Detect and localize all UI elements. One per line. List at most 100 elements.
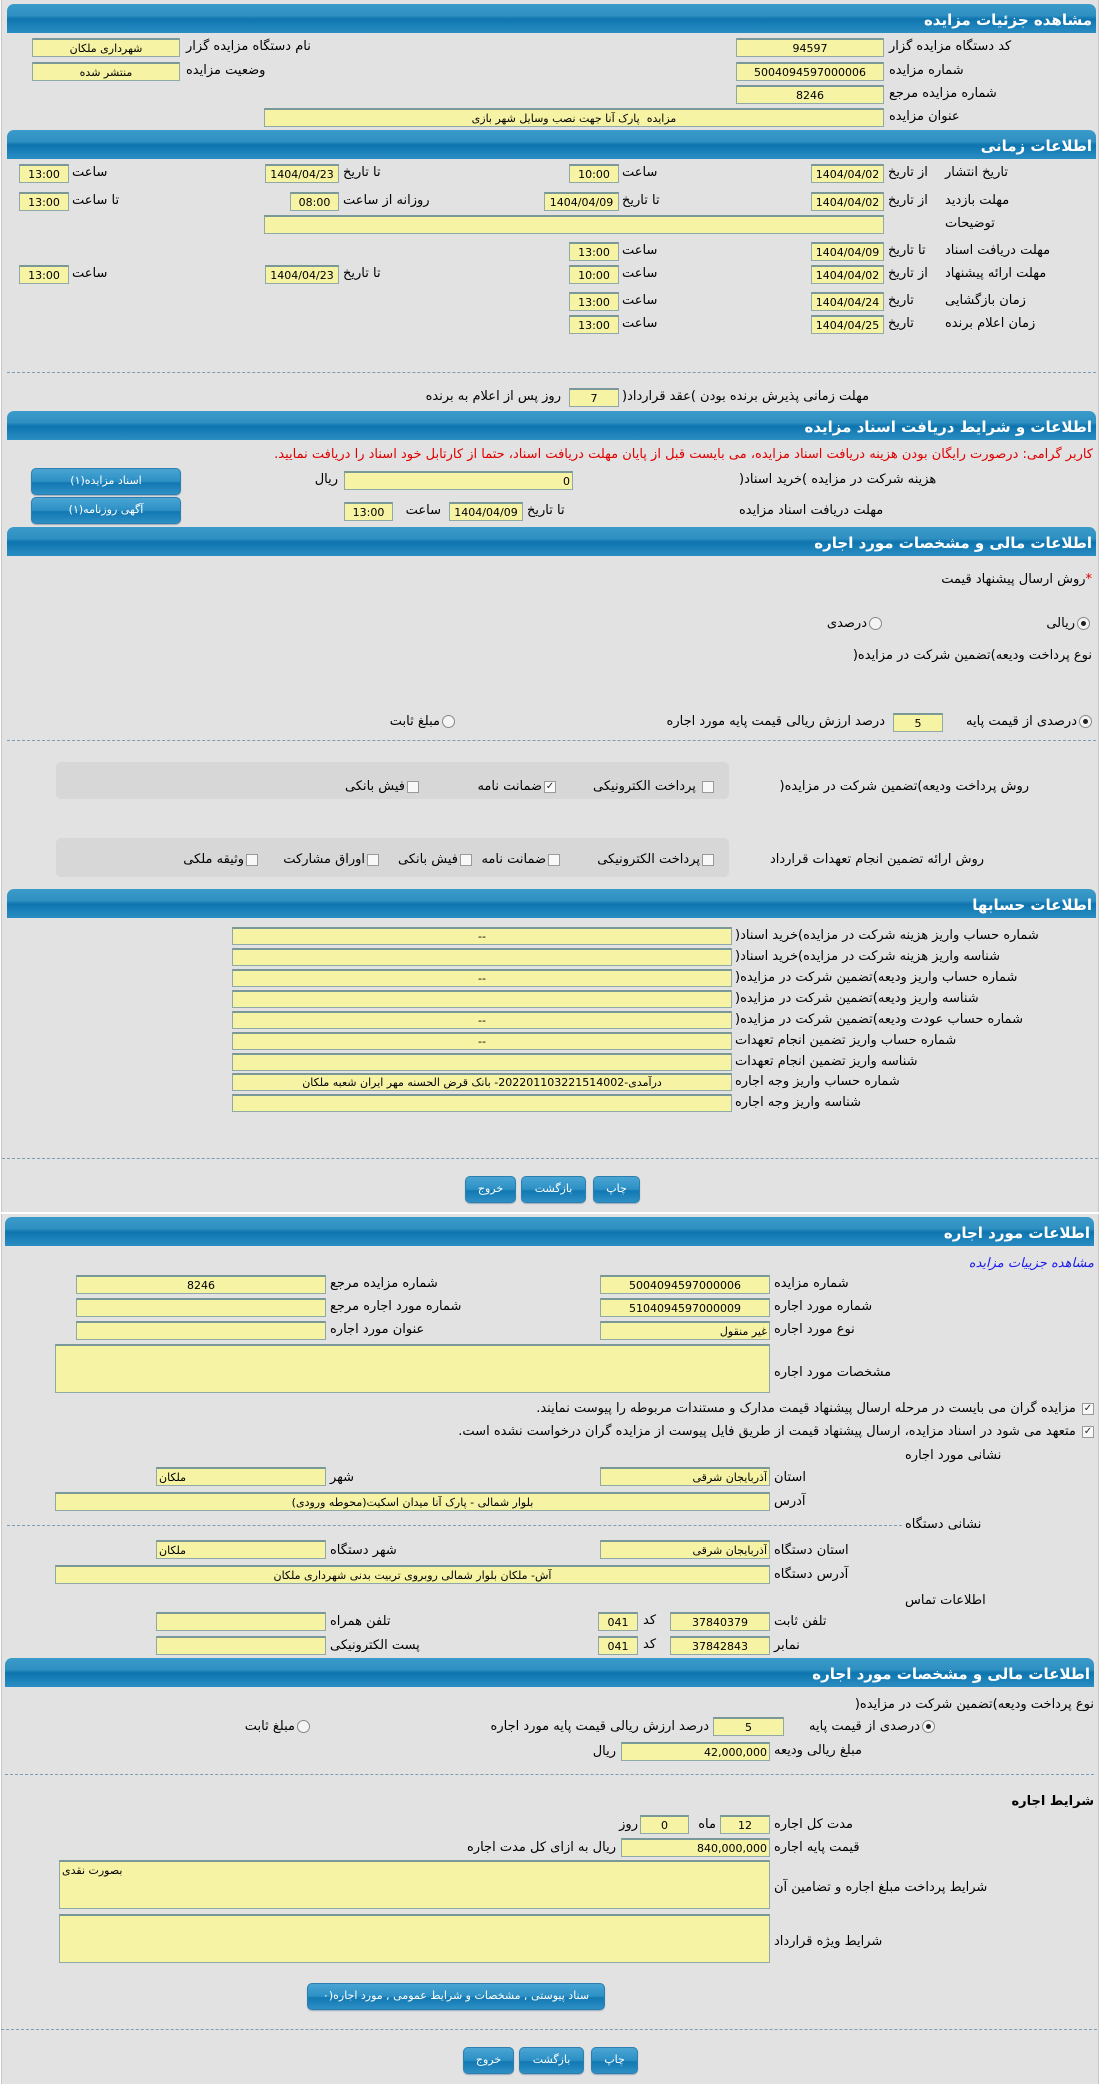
lease-ref-number-field[interactable] [76,1275,326,1294]
offer-to-date[interactable] [265,265,339,284]
winner-time[interactable] [569,315,619,334]
org-code-field[interactable] [736,38,884,57]
account-field[interactable] [232,1053,732,1071]
price-method-percent-option[interactable]: درصدی [827,614,882,633]
guarantee-bonds[interactable]: اوراق مشارکت [283,850,379,869]
item-number-field[interactable] [600,1298,770,1317]
visit-daily-to[interactable] [19,192,69,211]
attachments-button[interactable]: سناد پیوستی , مشخصات و شرایط عمومی , مور… [307,1983,605,2010]
opening-time[interactable] [569,292,619,311]
publish-to-date[interactable] [265,164,339,183]
notes-field[interactable] [264,215,884,234]
radio-unselected-icon[interactable] [869,617,882,630]
fee-field[interactable] [344,471,573,490]
print-button[interactable]: چاپ [593,1176,640,1203]
radio-selected-icon[interactable] [1077,617,1090,630]
duration-days-field[interactable] [640,1815,689,1834]
deposit-method-bank-receipt[interactable]: فیش بانکی [345,777,419,796]
exit-button[interactable]: خروج [465,1176,516,1203]
guarantee-property[interactable]: وثیقه ملکی [183,850,258,869]
mobile-field[interactable] [156,1612,326,1631]
visit-to-date[interactable] [544,192,619,211]
opening-date[interactable] [811,292,884,311]
deposit-fixed-option[interactable]: مبلغ ثابت [390,712,455,731]
auction-number-field[interactable] [736,62,884,81]
checkbox-icon[interactable] [367,853,379,866]
checkbox-checked-icon[interactable]: ✓ [1082,1402,1094,1415]
auction-details-link[interactable]: مشاهده جزییات مزایده [968,1256,1094,1271]
doc-deadline-time[interactable] [344,502,393,521]
lease-deposit-percent-field[interactable] [713,1717,784,1736]
checkbox-icon[interactable] [407,780,419,793]
account-field[interactable] [232,990,732,1008]
org-name-field[interactable] [32,38,180,57]
lease-deposit-percent-option[interactable]: درصدی از قیمت پایه [809,1717,935,1736]
phone-code-field[interactable] [598,1612,638,1631]
lease-auction-number-field[interactable] [600,1275,770,1294]
offer-from-time[interactable] [569,265,619,284]
province-field[interactable] [600,1467,770,1486]
duration-months-field[interactable] [720,1815,770,1834]
publish-from-date[interactable] [811,164,884,183]
fax-field[interactable] [670,1636,770,1655]
checkbox-checked-icon[interactable]: ✓ [1082,1425,1094,1438]
back-button-bottom[interactable]: بازگشت [519,2047,584,2074]
org-city-field[interactable] [156,1540,326,1559]
deposit-amount-field[interactable] [621,1742,770,1761]
acceptance-days-field[interactable] [569,388,619,407]
item-specs-field[interactable] [55,1344,770,1393]
item-ref-field[interactable] [76,1298,326,1317]
status-field[interactable] [32,62,180,81]
special-terms-field[interactable] [59,1914,770,1963]
radio-selected-icon[interactable] [1079,715,1092,728]
radio-unselected-icon[interactable] [297,1720,310,1733]
checkbox-checked-icon[interactable]: ✓ [544,780,556,793]
fax-code-field[interactable] [598,1636,638,1655]
org-address-field[interactable] [55,1565,770,1584]
print-button-bottom[interactable]: چاپ [591,2047,638,2074]
checkbox-icon[interactable] [702,780,714,793]
guarantee-letter[interactable]: ضمانت نامه [481,850,560,869]
deposit-percent-option[interactable]: درصدی از قیمت پایه [966,712,1092,731]
address-field[interactable] [55,1492,770,1511]
account-field[interactable] [232,969,732,987]
account-field[interactable] [232,1011,732,1029]
phone-field[interactable] [670,1612,770,1631]
account-field[interactable] [232,1032,732,1050]
radio-selected-icon[interactable] [922,1720,935,1733]
lease-deposit-fixed-option[interactable]: مبلغ ثابت [245,1717,310,1736]
payment-terms-field[interactable]: بصورت نقدی [59,1860,770,1909]
attachments-required-check[interactable]: ✓ مزایده گران می بایست در مرحله ارسال پی… [536,1399,1094,1418]
doc-receive-date[interactable] [811,242,884,261]
city-field[interactable] [156,1467,326,1486]
winner-date[interactable] [811,315,884,334]
visit-daily-from[interactable] [290,192,339,211]
account-field[interactable] [232,927,732,945]
auction-title-field[interactable] [264,108,884,127]
org-province-field[interactable] [600,1540,770,1559]
checkbox-icon[interactable] [702,853,714,866]
visit-from-date[interactable] [811,192,884,211]
account-field[interactable] [232,1073,732,1091]
radio-unselected-icon[interactable] [442,715,455,728]
doc-deadline-date[interactable] [449,502,523,521]
back-button[interactable]: بازگشت [521,1176,586,1203]
auction-documents-button[interactable]: اسناد مزایده(۱) [31,468,181,495]
no-file-offer-check[interactable]: ✓ متعهد می شود در اسناد مزایده، ارسال پی… [458,1422,1094,1441]
checkbox-icon[interactable] [460,853,472,866]
offer-to-time[interactable] [19,265,69,284]
deposit-percent-field[interactable] [893,713,943,732]
publish-from-time[interactable] [569,164,619,183]
reference-number-field[interactable] [736,85,884,104]
checkbox-icon[interactable] [246,853,258,866]
deposit-method-electronic[interactable]: پرداخت الکترونیکی [593,777,714,796]
account-field[interactable] [232,1094,732,1112]
offer-from-date[interactable] [811,265,884,284]
exit-button-bottom[interactable]: خروج [463,2047,514,2074]
doc-receive-time[interactable] [569,242,619,261]
newspaper-ad-button[interactable]: آگهی روزنامه(۱) [31,497,181,524]
checkbox-icon[interactable] [548,853,560,866]
item-title-field[interactable] [76,1321,326,1340]
guarantee-electronic[interactable]: پرداخت الکترونیکی [597,850,714,869]
base-price-field[interactable] [621,1838,770,1857]
